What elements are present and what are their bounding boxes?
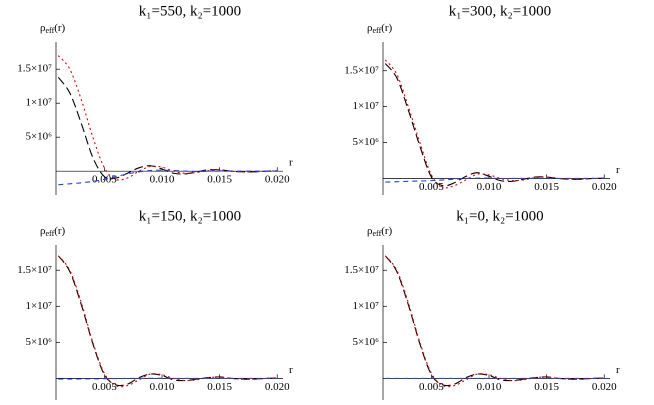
data-line: [57, 255, 278, 388]
data-line: [384, 255, 605, 387]
y-label-symbol: ρ: [40, 22, 46, 34]
x-tick-label: 0.015: [534, 181, 559, 193]
y-tick-label: 1.5×10⁷: [17, 264, 52, 276]
x-tick-label: 0.005: [92, 381, 117, 393]
data-line: [58, 169, 278, 186]
x-tick-label: 0.005: [419, 381, 444, 393]
chart-title: k₁=0, k₂=1000: [456, 208, 543, 224]
data-line: [58, 377, 278, 380]
y-label-subscript: eff: [373, 26, 382, 35]
y-tick-label: 5×10⁶: [25, 131, 52, 143]
y-label-symbol: ρ: [40, 225, 46, 237]
y-tick-label: 1.5×10⁷: [344, 64, 379, 76]
y-axis-label: ρeff(r): [40, 22, 66, 35]
y-axis-label: ρeff(r): [367, 225, 393, 238]
y-tick-label: 1.5×10⁷: [344, 264, 379, 276]
data-line: [384, 63, 605, 187]
x-tick-label: 0.015: [207, 174, 232, 186]
chart-title: k₁=300, k₂=1000: [449, 3, 551, 19]
y-tick-label: 1×10⁷: [25, 97, 52, 109]
data-line: [384, 59, 605, 189]
x-tick-label: 0.005: [419, 181, 444, 193]
x-tick-label: 0.010: [150, 174, 175, 186]
y-label-subscript: eff: [46, 229, 55, 238]
data-line: [57, 77, 278, 180]
x-axis-label: r: [616, 364, 620, 376]
x-tick-label: 0.020: [265, 381, 290, 393]
y-tick-label: 1×10⁷: [352, 300, 379, 312]
x-tick-label: 0.020: [265, 174, 290, 186]
x-tick-label: 0.015: [207, 381, 232, 393]
x-tick-label: 0.020: [592, 181, 617, 193]
x-tick-label: 0.010: [477, 181, 502, 193]
x-tick-label: 0.015: [534, 381, 559, 393]
y-tick-label: 1.5×10⁷: [17, 63, 52, 75]
data-line: [57, 55, 278, 181]
y-label-symbol: ρ: [367, 225, 373, 237]
y-tick-label: 5×10⁶: [352, 336, 379, 348]
data-line: [385, 177, 605, 183]
y-tick-label: 5×10⁶: [25, 336, 52, 348]
x-axis-label: r: [289, 157, 293, 169]
subplot: k₁=0, k₂=1000 ρeff(r) r 0.005 0.010 0.015 0.02…: [344, 208, 620, 400]
x-axis-label: r: [616, 164, 620, 176]
y-label-subscript: eff: [373, 229, 382, 238]
x-axis-label: r: [289, 364, 293, 376]
chart-title: k₁=150, k₂=1000: [139, 208, 241, 224]
data-line: [57, 255, 278, 387]
y-label-symbol: ρ: [367, 22, 373, 34]
y-tick-label: 1×10⁷: [25, 300, 52, 312]
subplot: k₁=300, k₂=1000 ρeff(r) r 0.005 0.010 0.015 0.…: [344, 3, 620, 195]
x-tick-label: 0.010: [477, 381, 502, 393]
chart-title: k₁=550, k₂=1000: [139, 3, 241, 19]
y-tick-label: 1×10⁷: [352, 100, 379, 112]
x-tick-label: 0.010: [150, 381, 175, 393]
subplot: k₁=150, k₂=1000 ρeff(r) r 0.005 0.010 0.015 0.…: [17, 208, 293, 400]
y-label-argument: (r): [381, 22, 392, 34]
y-axis-label: ρeff(r): [40, 225, 66, 238]
y-label-argument: (r): [381, 225, 392, 237]
x-tick-label: 0.020: [592, 381, 617, 393]
y-label-argument: (r): [54, 225, 65, 237]
y-axis-label: ρeff(r): [367, 22, 393, 35]
y-label-argument: (r): [54, 22, 65, 34]
y-tick-label: 5×10⁶: [352, 136, 379, 148]
y-label-subscript: eff: [46, 26, 55, 35]
data-line: [384, 255, 605, 388]
